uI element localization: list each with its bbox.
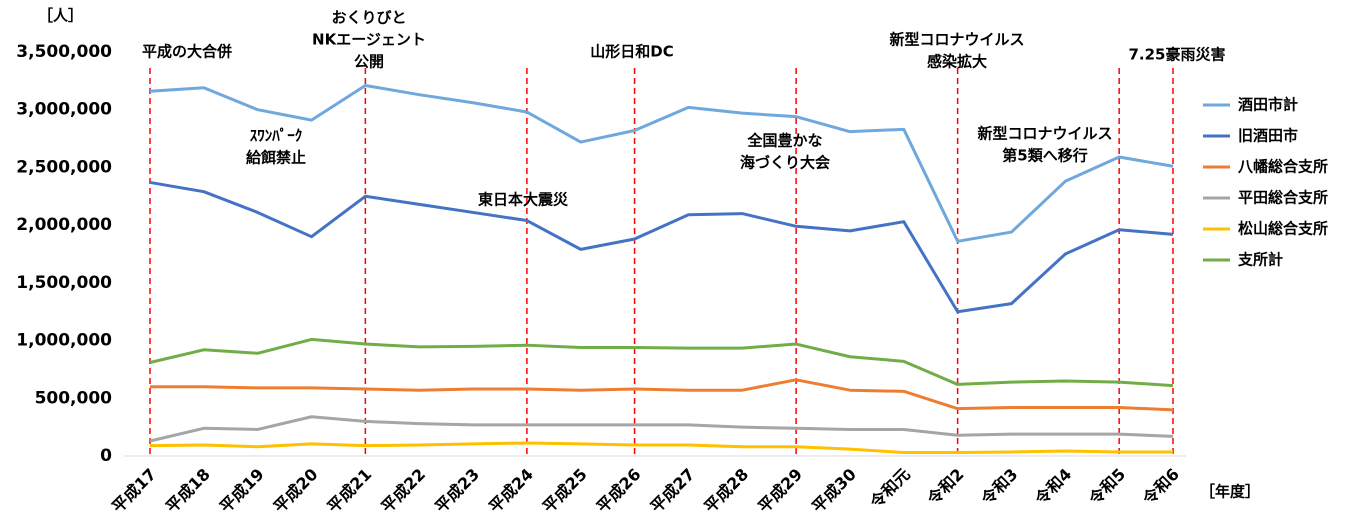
x-tick-label: 平成21 [324,465,376,517]
annotation: 海づくり大会 [740,154,830,172]
y-tick-label: 2,000,000 [16,215,112,235]
x-tick-label: 令和元 [866,465,914,513]
annotation: NKエージェント [312,31,426,49]
x-tick-label: 平成22 [377,465,429,517]
annotation: 新型コロナウイルス [977,125,1112,143]
series-line [149,180,1174,314]
x-tick-label: 平成28 [700,465,752,517]
annotation: 7.25豪雨災害 [1128,46,1225,64]
legend-label: 支所計 [1237,251,1283,269]
x-tick-label: 平成18 [162,465,214,517]
x-tick-label: 平成29 [754,465,806,517]
x-tick-label: 平成27 [647,465,699,517]
y-tick-label: 1,000,000 [16,331,112,351]
y-tick-label: 500,000 [35,388,113,408]
x-axis-label: ［年度］ [1200,483,1260,501]
x-tick-label: 令和4 [1031,465,1076,510]
y-axis-label: ［人］ [38,7,83,25]
x-tick-label: 平成25 [539,465,591,517]
legend-label: 平田総合支所 [1238,189,1328,207]
legend-label: 松山総合支所 [1238,220,1328,238]
y-tick-label: 3,500,000 [16,42,112,62]
annotation: 平成の大合併 [142,43,232,61]
x-tick-label: 平成30 [808,465,860,517]
x-tick-label: 平成20 [270,465,322,517]
y-tick-label: 3,000,000 [16,100,112,120]
annotation: 山形日和DC [590,43,673,61]
x-tick-label: 平成17 [108,465,160,517]
legend-label: 酒田市計 [1238,96,1298,114]
annotation: 新型コロナウイルス [889,31,1024,49]
y-tick-label: 2,500,000 [16,157,112,177]
annotation: 全国豊かな [746,132,822,150]
x-tick-label: 平成19 [216,465,268,517]
annotation: 東日本大震災 [478,191,569,209]
x-tick-label: 令和5 [1085,465,1130,510]
annotation: 公開 [354,53,384,71]
x-tick-label: 平成23 [431,465,483,517]
x-tick-label: 令和2 [923,465,968,510]
annotation: 給餌禁止 [246,149,306,167]
series-line [149,415,1174,443]
series-line [150,378,1174,412]
legend-label: 八幡総合支所 [1237,158,1328,176]
legend-label: 旧酒田市 [1238,127,1298,145]
series-line [149,441,1173,455]
y-tick-label: 0 [100,446,112,466]
annotation: ｽﾜﾝﾊﾟｰｸ [250,127,303,145]
x-tick-label: 平成26 [593,465,645,517]
annotation: 感染拡大 [927,53,987,71]
series-line [149,83,1174,243]
series-line [149,337,1174,388]
annotation: おくりびと [331,9,406,27]
x-tick-label: 令和6 [1138,465,1183,510]
x-tick-label: 令和3 [977,465,1022,510]
y-tick-label: 1,500,000 [16,273,112,293]
x-tick-label: 平成24 [485,465,537,517]
annotation: 第5類へ移行 [1002,147,1087,165]
